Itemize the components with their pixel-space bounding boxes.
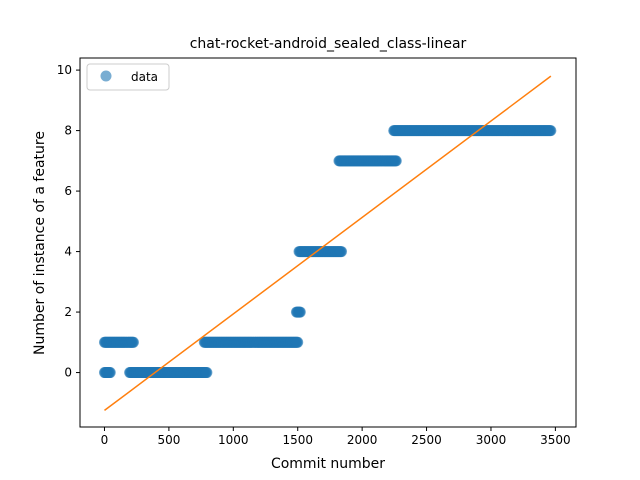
data-segment: [333, 155, 402, 167]
data-point: [545, 125, 557, 137]
data-point: [292, 336, 304, 348]
legend: data: [86, 63, 170, 91]
data-point: [390, 155, 402, 167]
data-segment: [198, 336, 304, 348]
plot-area: [98, 75, 557, 411]
y-tick-label: 6: [64, 184, 72, 198]
x-tick-label: 3500: [540, 433, 571, 447]
data-point: [336, 246, 348, 258]
data-segment: [98, 336, 139, 348]
x-tick-label: 1000: [218, 433, 249, 447]
y-tick-label: 4: [64, 245, 72, 259]
y-axis-label: Number of instance of a feature: [32, 131, 48, 355]
x-tick-label: 500: [157, 433, 180, 447]
axes-frame: [79, 57, 577, 428]
y-tick-label: 10: [57, 63, 72, 77]
data-point: [104, 367, 116, 379]
data-segment: [293, 246, 348, 258]
x-axis-label: Commit number: [271, 456, 385, 472]
axes: 0 500 1000 1500 2000 2500 3000 3500 0 2 4 6 8 10: [57, 57, 577, 447]
fit-line: [104, 75, 552, 411]
x-tick-label: 2500: [411, 433, 442, 447]
y-tick-label: 2: [64, 305, 72, 319]
data-point: [294, 306, 306, 318]
data-point: [127, 336, 139, 348]
legend-marker: [100, 70, 112, 82]
y-tick-label: 0: [64, 366, 72, 380]
x-tick-label: 0: [101, 433, 109, 447]
legend-label: data: [131, 70, 158, 84]
data-segment: [124, 367, 213, 379]
legend-box: [86, 63, 170, 91]
data-segment: [98, 367, 116, 379]
x-tick-label: 1500: [282, 433, 313, 447]
x-tick-label: 3000: [476, 433, 507, 447]
data-point: [201, 367, 213, 379]
chart-title: chat-rocket-android_sealed_class-linear: [190, 36, 467, 52]
x-tick-label: 2000: [347, 433, 378, 447]
data-segment: [388, 125, 557, 137]
y-tick-label: 8: [64, 124, 72, 138]
data-segment: [290, 306, 306, 318]
